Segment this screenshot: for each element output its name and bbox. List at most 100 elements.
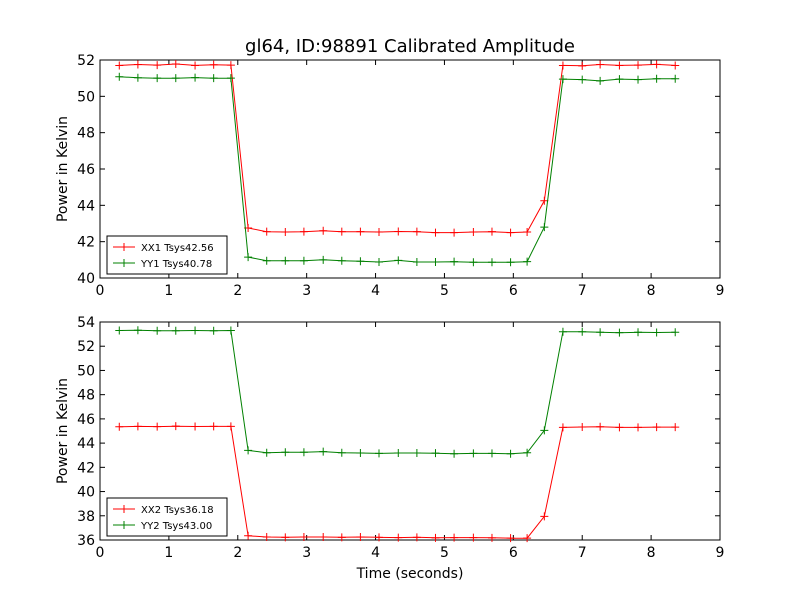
data-point-marker [133, 60, 142, 69]
legend-swatch-marker [120, 521, 128, 529]
data-point-marker [171, 74, 180, 83]
data-point-marker [171, 326, 180, 335]
top-panel: 0 1 2 3 4 5 6 7 8 9 40 42 44 46 48 50 52 Power in Kelvin X… [55, 53, 724, 299]
data-point-marker [191, 61, 200, 70]
y-tick-label: 50 [77, 89, 95, 105]
y-tick-label: 46 [77, 412, 95, 428]
data-point-marker [596, 328, 605, 337]
data-point-marker [558, 75, 567, 84]
data-point-marker [615, 61, 624, 70]
data-point-marker [578, 327, 587, 336]
data-point-marker [226, 61, 235, 70]
data-point-marker [153, 326, 162, 335]
data-point-marker [394, 227, 403, 236]
bottom-panel: 0 1 2 3 4 5 6 7 8 9 36 38 40 42 44 46 48 50 52 54 Power in K… [55, 315, 724, 561]
x-tick-label: 5 [440, 283, 449, 299]
data-point-marker [299, 227, 308, 236]
data-point-marker [133, 326, 142, 335]
data-point-marker [115, 326, 124, 335]
data-point-marker [469, 258, 478, 267]
legend-label: XX2 Tsys36.18 [141, 505, 214, 516]
data-point-marker [487, 533, 496, 542]
data-point-marker [209, 60, 218, 69]
legend-1: XX2 Tsys36.18 YY2 Tsys43.00 [106, 497, 228, 537]
y-tick-label: 46 [77, 162, 95, 178]
data-point-marker [578, 75, 587, 84]
legend-swatch-marker [120, 259, 128, 267]
data-point-marker [469, 533, 478, 542]
data-point-marker [262, 256, 271, 265]
data-point-marker [209, 422, 218, 431]
data-point-marker [615, 75, 624, 84]
data-point-marker [281, 228, 290, 237]
data-point-marker [153, 422, 162, 431]
data-point-marker [281, 448, 290, 457]
data-point-marker [375, 228, 383, 237]
data-point-marker [523, 448, 532, 457]
data-point-marker [469, 449, 478, 458]
data-point-marker [337, 227, 346, 236]
y-tick-label: 36 [77, 533, 95, 549]
data-point-marker [281, 256, 290, 265]
data-point-marker [153, 74, 162, 83]
x-tick-label: 1 [164, 545, 173, 561]
y-tick-label: 40 [77, 485, 95, 501]
data-point-marker [226, 326, 235, 335]
data-point-marker [652, 423, 661, 432]
data-point-marker [558, 423, 567, 432]
x-tick-label: 4 [371, 545, 380, 561]
data-point-marker [356, 532, 365, 541]
data-point-marker [262, 448, 271, 457]
legend-label: YY1 Tsys40.78 [140, 259, 212, 270]
data-point-marker [191, 73, 200, 82]
data-point-marker [615, 423, 624, 432]
x-tick-label: 9 [716, 545, 725, 561]
data-point-marker [299, 532, 308, 541]
y-tick-label: 52 [77, 53, 95, 69]
x-tick-label: 7 [578, 283, 587, 299]
x-tick-label: 9 [716, 283, 725, 299]
data-point-marker [226, 422, 235, 431]
legend-box [106, 497, 228, 537]
legend-swatch-marker [120, 243, 128, 251]
y-tick-label: 54 [77, 315, 95, 331]
data-point-marker [133, 422, 142, 431]
data-point-marker [450, 257, 459, 266]
y-tick-label: 48 [77, 126, 95, 142]
x-tick-label: 4 [371, 283, 380, 299]
data-point-marker [596, 60, 605, 69]
x-tick-label: 1 [164, 283, 173, 299]
data-point-marker [523, 534, 532, 543]
data-point-marker [506, 449, 515, 458]
data-point-marker [319, 447, 328, 456]
data-point-marker [375, 449, 383, 458]
x-tick-label: 8 [647, 545, 656, 561]
y-tick-label: 50 [77, 363, 95, 379]
y-tick-label: 52 [77, 339, 95, 355]
data-point-marker [523, 257, 532, 266]
data-point-marker [337, 256, 346, 265]
data-point-marker [506, 258, 515, 267]
data-point-marker [226, 74, 235, 83]
y-tick-label: 44 [77, 198, 95, 214]
data-point-marker [596, 76, 605, 85]
data-point-marker [319, 532, 328, 541]
data-point-marker [558, 327, 567, 336]
y-tick-label: 44 [77, 436, 95, 452]
figure-x-axis-label: Time (seconds) [356, 566, 464, 582]
data-point-marker [450, 533, 459, 542]
data-point-marker [299, 256, 308, 265]
data-point-marker [671, 61, 680, 70]
data-point-marker [487, 449, 496, 458]
data-point-marker [450, 449, 459, 458]
data-point-marker [412, 258, 421, 267]
data-point-marker [319, 226, 328, 235]
legend-label: XX1 Tsys42.56 [141, 243, 214, 254]
x-tick-label: 3 [302, 283, 311, 299]
data-point-marker [431, 258, 440, 267]
data-point-marker [209, 326, 218, 335]
data-point-marker [356, 257, 365, 266]
data-point-marker [431, 449, 440, 458]
data-point-marker [356, 227, 365, 236]
